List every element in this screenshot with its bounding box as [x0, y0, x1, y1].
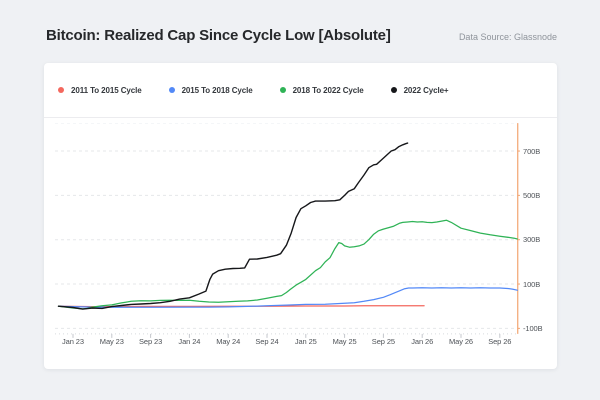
page-header: Bitcoin: Realized Cap Since Cycle Low [A… — [46, 20, 557, 44]
y-axis-label: 100B — [523, 279, 541, 289]
legend-item-1[interactable]: 2011 To 2015 Cycle — [58, 86, 142, 95]
x-axis-label: Jan 24 — [178, 337, 201, 346]
y-axis-label: -100B — [523, 323, 543, 333]
legend-label: 2015 To 2018 Cycle — [181, 85, 253, 95]
legend-label: 2018 To 2022 Cycle — [292, 85, 364, 95]
y-axis-label: 300B — [523, 235, 541, 245]
x-axis-label: Sep 26 — [488, 337, 512, 346]
legend-item-4[interactable]: 2022 Cycle+ — [390, 85, 449, 95]
y-axis-label: 700B — [523, 146, 541, 156]
legend-item-2[interactable]: 2015 To 2018 Cycle — [168, 85, 253, 95]
chart-card: 2011 To 2015 Cycle 2015 To 2018 Cycle 2018… — [44, 63, 557, 369]
legend-dot-icon — [168, 87, 175, 93]
x-axis-label: Jan 25 — [294, 337, 317, 346]
plot-svg[interactable] — [50, 123, 520, 339]
legend-dot-icon — [279, 87, 286, 93]
legend-label: 2022 Cycle+ — [403, 85, 449, 95]
x-axis-label: Jan 23 — [62, 337, 84, 346]
legend-item-3[interactable]: 2018 To 2022 Cycle — [279, 85, 364, 95]
chart-area: -100B 100B 300B 500B 700B Jan 23 May 23 Sep 23… — [44, 118, 557, 369]
legend-dot-icon — [58, 87, 64, 93]
x-axis-label: Sep 24 — [255, 337, 279, 346]
x-axis-label: May 24 — [216, 337, 241, 346]
x-axis-label: Jan 26 — [411, 337, 434, 346]
legend-label: 2011 To 2015 Cycle — [71, 85, 142, 95]
x-axis-label: Sep 25 — [371, 337, 395, 346]
series-line-2[interactable] — [57, 287, 518, 308]
legend-dot-icon — [390, 87, 397, 93]
x-axis-label: Sep 23 — [139, 337, 163, 346]
data-source-label: Data Source: Glassnode — [458, 32, 557, 42]
y-axis-label: 500B — [523, 190, 541, 200]
series-line-3[interactable] — [57, 219, 518, 310]
page-title: Bitcoin: Realized Cap Since Cycle Low [A… — [46, 27, 391, 44]
x-axis-label: May 23 — [99, 337, 124, 346]
chart-legend: 2011 To 2015 Cycle 2015 To 2018 Cycle 2018… — [44, 63, 557, 118]
series-line-4[interactable] — [57, 142, 409, 310]
x-axis-label: May 25 — [332, 337, 357, 346]
x-axis-label: May 26 — [449, 337, 473, 346]
